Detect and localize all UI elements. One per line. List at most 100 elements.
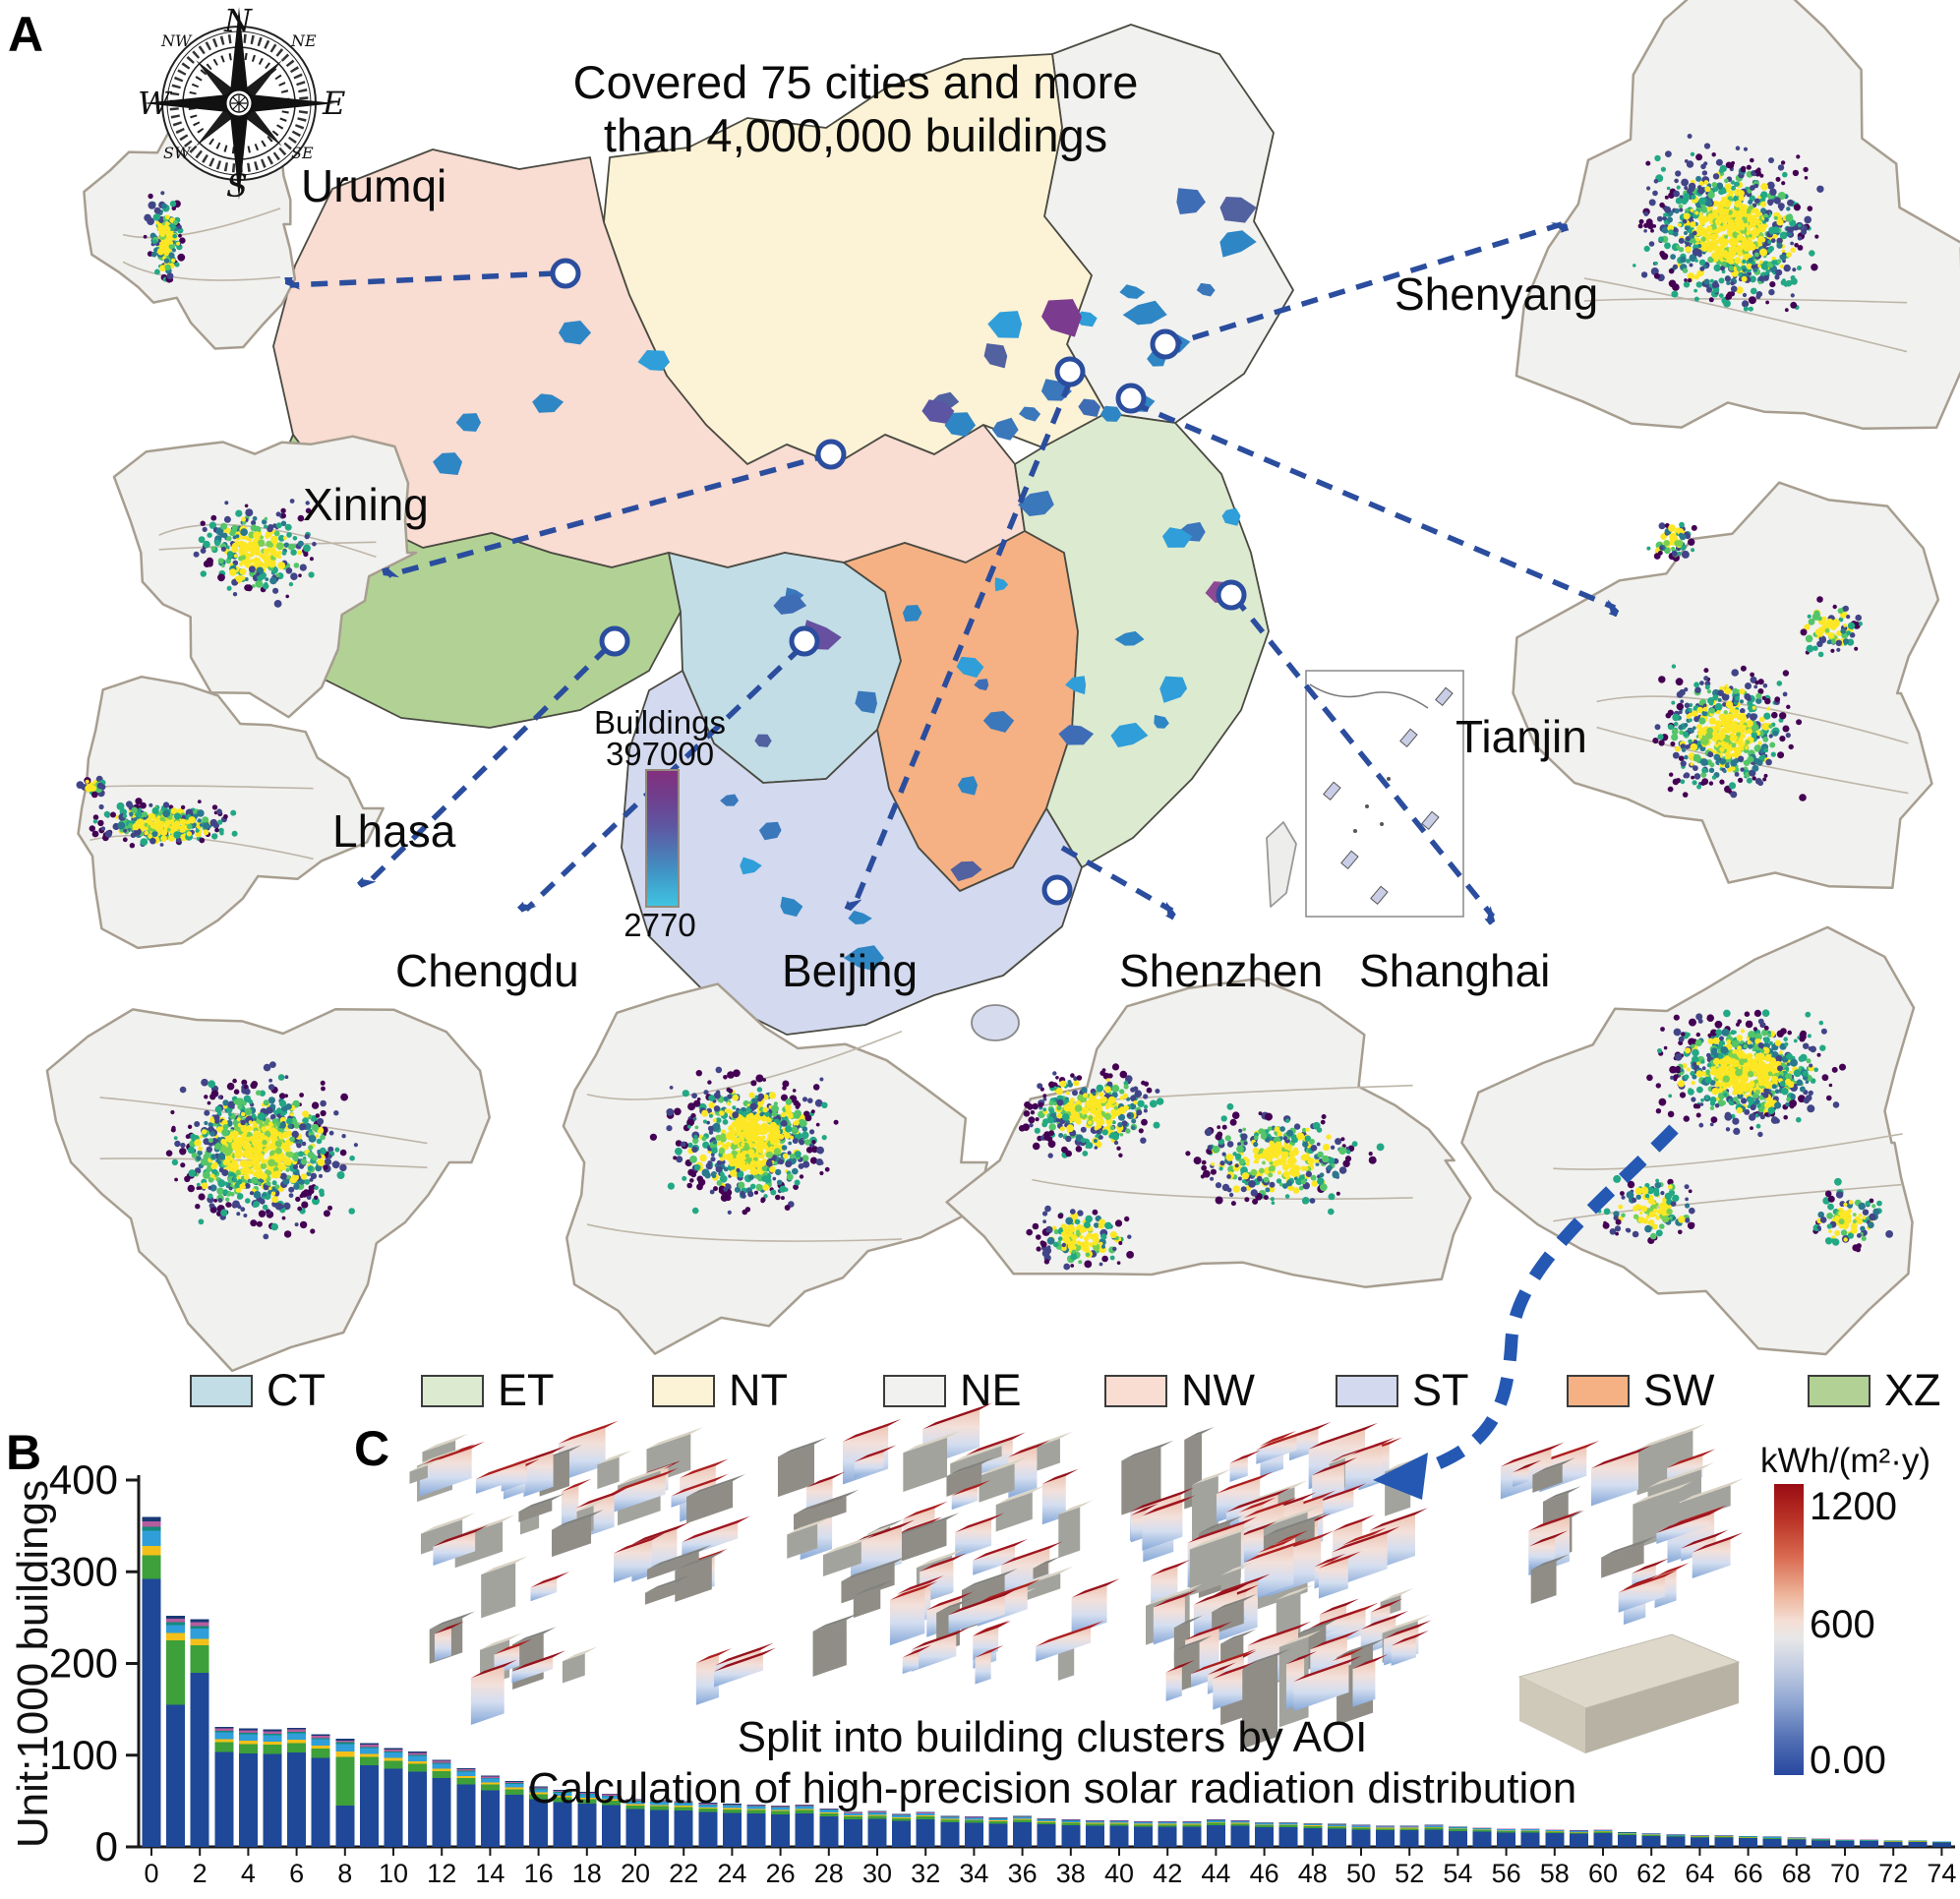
bar-segment — [988, 1823, 1008, 1847]
x-tick-label: 32 — [911, 1859, 940, 1888]
bar-segment — [1472, 1829, 1492, 1832]
building-patch — [902, 604, 922, 623]
bar-segment — [263, 1731, 282, 1734]
plain-building — [1679, 1485, 1731, 1524]
bar-segment — [625, 1809, 645, 1847]
bar-segment — [892, 1813, 912, 1814]
building-patch — [944, 412, 977, 437]
bar-segment — [795, 1805, 814, 1807]
building-patch — [637, 350, 671, 372]
taiwan-island — [1266, 821, 1297, 908]
inset-district-line — [1583, 297, 1908, 304]
city-marker — [789, 625, 820, 657]
bar-segment — [1569, 1831, 1588, 1832]
bar-segment — [795, 1805, 814, 1806]
legend-swatch — [1336, 1374, 1398, 1407]
south-china-sea-inset — [1305, 670, 1464, 918]
bar-segment — [335, 1738, 355, 1741]
bar-segment — [1327, 1824, 1346, 1827]
compass-ne-label: NE — [291, 31, 317, 50]
bar-segment — [698, 1807, 718, 1810]
inset-district-line — [586, 1030, 903, 1100]
bar-segment — [287, 1729, 307, 1733]
x-tick-label: 2 — [193, 1859, 208, 1888]
bar-segment — [650, 1805, 670, 1807]
x-tick-label: 20 — [621, 1859, 650, 1888]
buildings-colorbar — [645, 769, 680, 908]
bar-segment — [1230, 1823, 1250, 1826]
bar-segment — [601, 1796, 621, 1800]
bar-segment — [505, 1794, 524, 1847]
bar-segment — [698, 1811, 718, 1847]
bar-segment — [553, 1802, 572, 1847]
plain-building — [1121, 1447, 1161, 1515]
plain-building — [409, 1465, 428, 1484]
solar-building — [1618, 1576, 1665, 1613]
bar-segment — [722, 1804, 742, 1805]
panel-c-caption-line2: Calculation of high-precision solar radi… — [527, 1764, 1577, 1812]
bar-segment — [359, 1748, 379, 1754]
bar-segment — [916, 1819, 935, 1847]
bar-segment — [674, 1807, 693, 1811]
bar-segment — [964, 1819, 983, 1821]
buildings-colorbar-title: Buildings — [594, 704, 726, 741]
plain-building — [675, 1558, 712, 1603]
bar-segment — [892, 1815, 912, 1817]
bar-segment — [1787, 1838, 1807, 1840]
bar-segment — [384, 1760, 403, 1769]
legend-item-NT: NT — [652, 1365, 788, 1416]
bar-segment — [1158, 1823, 1177, 1825]
bar-segment — [1061, 1824, 1081, 1847]
city-label-chengdu: Chengdu — [395, 945, 579, 996]
bar-segment — [1230, 1822, 1250, 1824]
solar-building — [1314, 1490, 1354, 1520]
bar-segment — [674, 1803, 693, 1804]
x-tick-label: 18 — [572, 1859, 602, 1888]
bar-segment — [601, 1795, 621, 1797]
bar-segment — [166, 1632, 186, 1641]
bar-segment — [1376, 1827, 1396, 1829]
bar-segment — [746, 1810, 766, 1814]
legend-item-NW: NW — [1104, 1365, 1255, 1416]
legend-label: CT — [267, 1365, 326, 1415]
bar-segment — [1762, 1838, 1782, 1839]
bar-segment — [819, 1810, 839, 1812]
building-patch — [1018, 490, 1054, 517]
bar-segment — [1085, 1825, 1104, 1847]
bar-segment — [142, 1530, 161, 1547]
building-patch — [1019, 406, 1041, 422]
bar-segment — [432, 1768, 451, 1771]
building-patch — [982, 710, 1015, 733]
solar-building — [889, 1587, 925, 1646]
bar-segment — [359, 1747, 379, 1749]
bar-segment — [1134, 1826, 1154, 1847]
bar-segment — [190, 1629, 209, 1639]
bar-segment — [166, 1616, 186, 1619]
arrow-tianjin — [1131, 400, 1615, 608]
solar-building — [511, 1657, 554, 1684]
bar-segment — [1618, 1834, 1637, 1836]
bar-segment — [408, 1760, 428, 1764]
city-label-shenzhen: Shenzhen — [1119, 945, 1324, 996]
bar-segment — [1085, 1820, 1104, 1821]
bar-segment — [311, 1746, 330, 1750]
solar-3d-clusters — [409, 1402, 1744, 1753]
bar-segment — [577, 1792, 597, 1795]
bar-segment — [1762, 1837, 1782, 1838]
bar-segment — [1158, 1824, 1177, 1827]
plain-building — [644, 1581, 679, 1605]
bar-segment — [553, 1791, 572, 1793]
bar-segment — [432, 1763, 451, 1769]
building-patch — [987, 311, 1023, 338]
bar-segment — [238, 1740, 258, 1745]
bar-segment — [722, 1809, 742, 1813]
bar-segment — [1931, 1842, 1951, 1847]
bar-segment — [505, 1780, 524, 1782]
building-patch — [1176, 188, 1206, 215]
bar-segment — [1013, 1819, 1033, 1822]
x-tick-label: 10 — [379, 1859, 408, 1888]
bar-segment — [1255, 1827, 1275, 1847]
bar-segment — [529, 1786, 549, 1788]
bar-segment — [1545, 1831, 1565, 1834]
bar-segment — [263, 1729, 282, 1732]
